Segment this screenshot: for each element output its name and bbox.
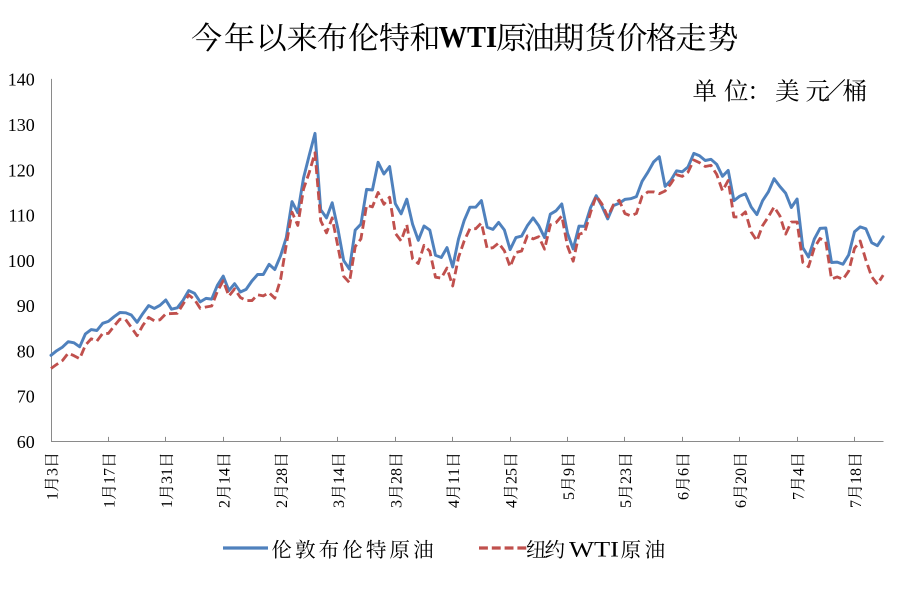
svg-text:1: 1 [102,476,119,484]
svg-text:1: 1 [102,500,119,508]
svg-text:1: 1 [446,468,463,476]
svg-text:5: 5 [503,468,520,476]
svg-text:0: 0 [733,468,750,476]
svg-text:6: 6 [676,492,693,500]
svg-text:100: 100 [8,251,35,271]
svg-text:7: 7 [102,468,119,476]
svg-text:110: 110 [8,206,34,226]
svg-text:WTI: WTI [439,19,498,54]
svg-text:2: 2 [618,476,635,484]
svg-text:6: 6 [733,500,750,508]
svg-text:5: 5 [618,500,635,508]
svg-text:120: 120 [8,160,35,180]
svg-text:60: 60 [17,432,35,452]
svg-text:4: 4 [790,468,807,476]
svg-text:3: 3 [618,468,635,476]
svg-text:7: 7 [848,500,865,508]
svg-text:2: 2 [503,476,520,484]
svg-text:1: 1 [446,476,463,484]
svg-text:8: 8 [848,468,865,476]
svg-text:140: 140 [8,70,35,90]
svg-text:4: 4 [503,500,520,508]
svg-text:70: 70 [17,387,35,407]
svg-text:2: 2 [389,476,406,484]
svg-text:6: 6 [676,468,693,476]
svg-text:2: 2 [274,476,291,484]
svg-text:WTI: WTI [569,537,619,562]
svg-text:2: 2 [274,500,291,508]
svg-text:1: 1 [159,500,176,508]
svg-text:3: 3 [44,468,61,476]
svg-text:5: 5 [561,492,578,500]
svg-text:2: 2 [217,500,234,508]
svg-text:3: 3 [331,500,348,508]
svg-text:1: 1 [159,468,176,476]
svg-text:7: 7 [790,492,807,500]
svg-text:4: 4 [331,468,348,476]
svg-text:1: 1 [331,476,348,484]
svg-text:4: 4 [446,500,463,508]
svg-text:1: 1 [44,492,61,500]
svg-text:9: 9 [561,468,578,476]
svg-text:2: 2 [733,476,750,484]
svg-text:8: 8 [389,468,406,476]
svg-text:8: 8 [274,468,291,476]
svg-text:130: 130 [8,115,35,135]
svg-text:3: 3 [389,500,406,508]
svg-text:1: 1 [217,476,234,484]
svg-text:1: 1 [848,476,865,484]
svg-text:4: 4 [217,468,234,476]
svg-text:3: 3 [159,476,176,484]
svg-text:90: 90 [17,296,35,316]
svg-text:80: 80 [17,341,35,361]
